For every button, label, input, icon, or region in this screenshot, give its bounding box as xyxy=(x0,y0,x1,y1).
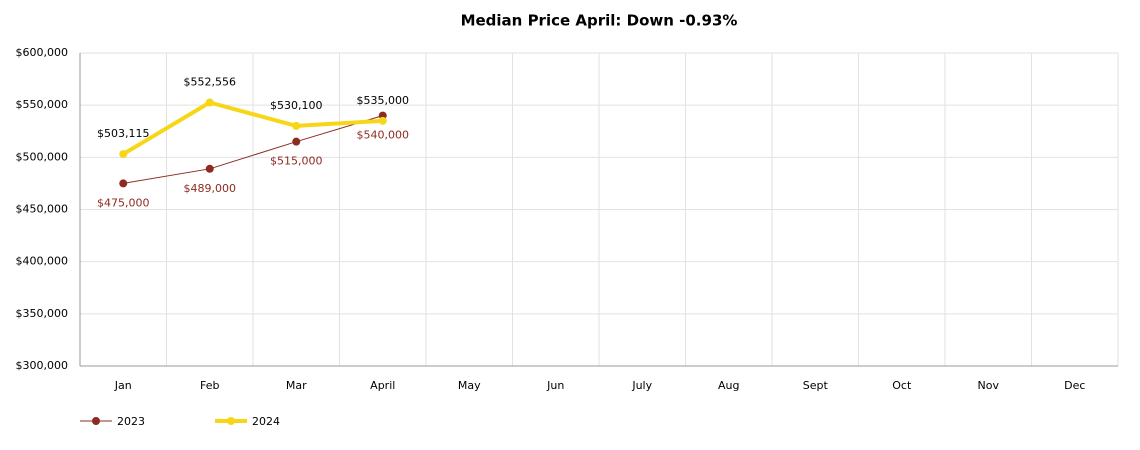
x-tick-label: Dec xyxy=(1064,379,1085,392)
y-tick-label: $500,000 xyxy=(16,150,69,163)
x-tick-label: Mar xyxy=(286,379,307,392)
x-tick-label: Oct xyxy=(892,379,912,392)
data-label: $552,556 xyxy=(184,75,237,88)
data-label: $515,000 xyxy=(270,155,323,168)
data-label: $489,000 xyxy=(184,182,237,195)
y-tick-label: $400,000 xyxy=(16,255,69,268)
legend-label: 2023 xyxy=(117,415,145,428)
legend-marker xyxy=(227,417,235,425)
y-tick-label: $300,000 xyxy=(16,359,69,372)
chart-title: Median Price April: Down -0.93% xyxy=(461,12,738,30)
x-tick-label: April xyxy=(370,379,395,392)
data-point xyxy=(119,179,128,188)
data-point xyxy=(378,116,387,125)
data-label: $540,000 xyxy=(357,129,410,142)
x-tick-label: Nov xyxy=(978,379,1000,392)
series-line xyxy=(123,115,383,184)
data-point xyxy=(292,121,301,130)
data-point xyxy=(205,164,214,173)
x-tick-label: Aug xyxy=(718,379,739,392)
series-line xyxy=(122,100,383,156)
x-tick-label: May xyxy=(458,379,481,392)
x-tick-label: Feb xyxy=(200,379,219,392)
data-label: $503,115 xyxy=(97,127,150,140)
data-point xyxy=(119,150,128,159)
data-label: $535,000 xyxy=(357,94,410,107)
x-tick-label: Jan xyxy=(114,379,132,392)
legend-marker xyxy=(92,417,100,425)
data-label: $530,100 xyxy=(270,99,323,112)
y-tick-label: $550,000 xyxy=(16,98,69,111)
data-label: $475,000 xyxy=(97,196,150,209)
data-point xyxy=(292,137,301,146)
x-tick-label: July xyxy=(631,379,652,392)
x-tick-label: Sept xyxy=(803,379,829,392)
y-tick-label: $450,000 xyxy=(16,203,69,216)
legend-label: 2024 xyxy=(252,415,280,428)
y-tick-label: $600,000 xyxy=(16,46,69,59)
y-tick-label: $350,000 xyxy=(16,307,69,320)
x-tick-label: Jun xyxy=(546,379,564,392)
data-point xyxy=(205,98,214,107)
